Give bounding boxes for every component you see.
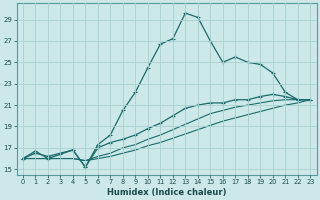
X-axis label: Humidex (Indice chaleur): Humidex (Indice chaleur) <box>107 188 226 197</box>
